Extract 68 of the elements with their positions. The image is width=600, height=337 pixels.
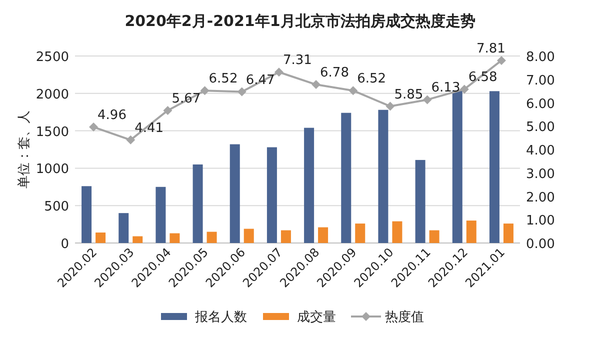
bar (132, 236, 143, 243)
bar (452, 90, 462, 243)
y2-tick-label: 5.00 (526, 120, 555, 136)
point (237, 87, 246, 96)
legend-label: 热度值 (385, 309, 424, 325)
data-label: 6.52 (208, 72, 238, 87)
point (386, 102, 395, 111)
data-label: 6.78 (320, 66, 349, 81)
bar (192, 164, 203, 243)
legend-label: 报名人数 (194, 310, 247, 325)
bar (96, 232, 106, 243)
bar (318, 227, 328, 243)
bar (118, 213, 129, 243)
bar (415, 160, 426, 243)
data-label: 7.81 (476, 41, 506, 56)
y2-tick-label: 8.00 (526, 50, 555, 65)
bar (230, 144, 240, 243)
bar (392, 221, 402, 243)
bar (355, 224, 366, 243)
y-tick-label: 2500 (36, 50, 69, 65)
y2-tick-label: 3.00 (526, 166, 555, 182)
y-tick-label: 2000 (36, 87, 69, 102)
point (89, 122, 98, 132)
point (274, 68, 284, 77)
bar (429, 230, 440, 243)
point (422, 95, 432, 104)
bar (82, 186, 92, 243)
chart-title: 2020年2月-2021年1月北京市法拍房成交热度走势 (124, 12, 476, 30)
data-label: 5.67 (172, 91, 201, 106)
data-label: 6.13 (431, 80, 460, 96)
point (460, 84, 469, 94)
point (200, 86, 210, 96)
point (348, 86, 358, 96)
point (496, 56, 506, 65)
data-label: 4.41 (134, 120, 164, 136)
bar (466, 220, 476, 243)
y2-tick-label: 4.00 (526, 144, 555, 158)
legend-label: 成交量 (297, 309, 336, 325)
y-tick-label: 0 (60, 237, 69, 252)
bar (244, 228, 254, 243)
data-label: 6.47 (246, 72, 275, 88)
y2-tick-label: 7.00 (526, 73, 555, 88)
data-label: 5.85 (394, 87, 424, 102)
bar (280, 230, 291, 243)
point (126, 135, 136, 144)
y-tick-label: 1500 (36, 124, 69, 140)
y-tick-label: 500 (44, 200, 69, 215)
bar (378, 110, 388, 243)
y2-tick-label: 1.00 (526, 214, 555, 229)
bar (156, 186, 166, 243)
bar (170, 233, 180, 243)
data-label: 6.52 (357, 72, 386, 87)
bar (503, 224, 514, 243)
y-tick-label: 1000 (36, 162, 69, 178)
bar (304, 128, 314, 243)
point (312, 80, 321, 90)
point (163, 106, 172, 115)
data-label: 7.31 (282, 53, 312, 68)
bar (489, 91, 500, 243)
data-label: 4.96 (98, 108, 126, 124)
data-label: 6.58 (468, 70, 498, 86)
y2-tick-label: 6.00 (526, 96, 555, 112)
bar (206, 232, 217, 243)
bar (341, 112, 352, 243)
y2-tick-label: 0.00 (526, 237, 555, 252)
bar (266, 147, 277, 243)
y2-tick-label: 2.00 (526, 190, 555, 206)
y-axis-title: 单位：套、人 (17, 110, 32, 188)
